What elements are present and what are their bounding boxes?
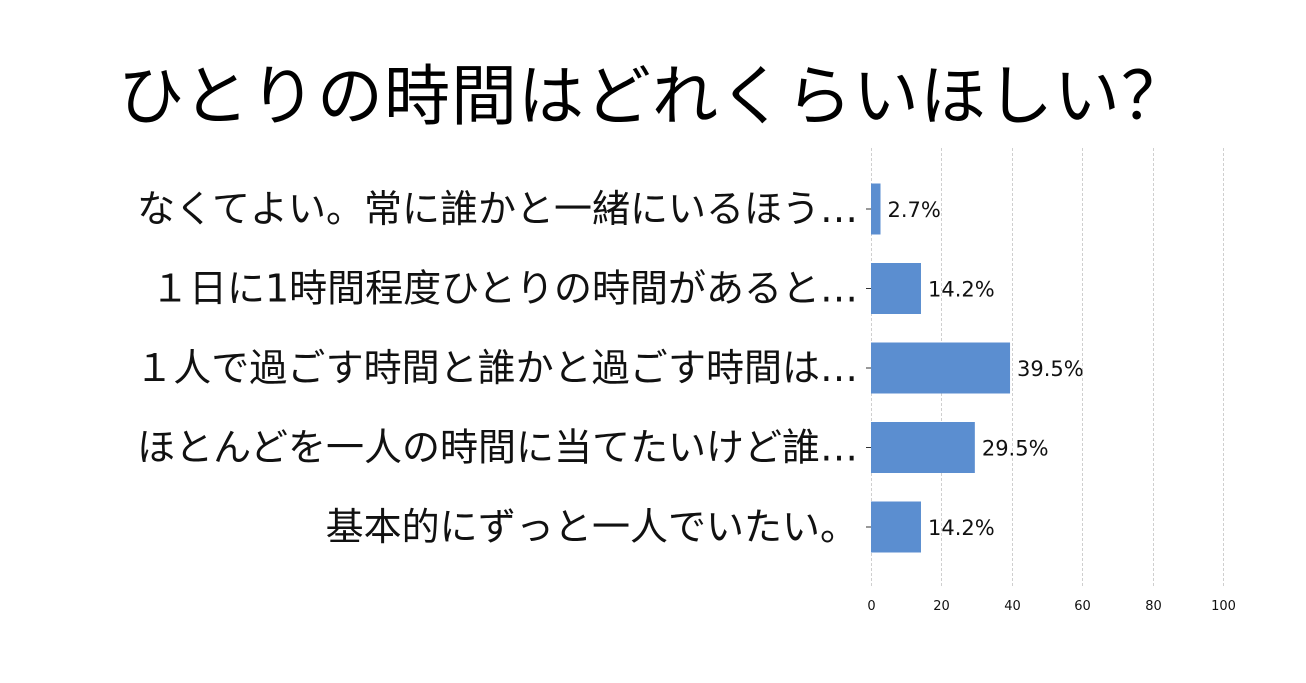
x-tick-label: 80	[1145, 599, 1162, 614]
bar	[871, 263, 921, 314]
category-label: なくてよい。常に誰かと一緒にいるほう…	[137, 187, 858, 231]
x-tick-label: 40	[1004, 599, 1021, 614]
bar	[871, 342, 1011, 394]
value-label: 39.5%	[1017, 357, 1084, 381]
category-label: １人で過ごす時間と誰かと過ごす時間は…	[135, 346, 858, 390]
bar	[871, 183, 881, 235]
chart-title: ひとりの時間はどれくらいほしい？	[117, 58, 1189, 135]
x-tick-label: 100	[1211, 599, 1236, 614]
category-label: ほとんどを一人の時間に当てたいけど誰…	[137, 426, 858, 470]
x-tick-label: 20	[933, 599, 950, 614]
value-label: 2.7%	[888, 198, 941, 222]
category-label: 基本的にずっと一人でいたい。	[326, 505, 858, 549]
bar	[871, 501, 921, 553]
value-label: 29.5%	[982, 437, 1049, 461]
x-tick-label: 0	[867, 599, 875, 614]
x-tick-label: 60	[1074, 599, 1091, 614]
x-axis-ticks: 0 20 40 60 80 100	[867, 599, 1236, 614]
category-labels: なくてよい。常に誰かと一緒にいるほう… １日に1時間程度ひとりの時間があると… １人…	[135, 187, 858, 549]
bars	[866, 183, 1011, 553]
category-label: １日に1時間程度ひとりの時間があると…	[151, 267, 858, 311]
bar	[871, 422, 975, 473]
value-label: 14.2%	[928, 516, 995, 540]
value-labels: 2.7% 14.2% 39.5% 29.5% 14.2%	[888, 198, 1084, 540]
value-label: 14.2%	[928, 278, 995, 302]
